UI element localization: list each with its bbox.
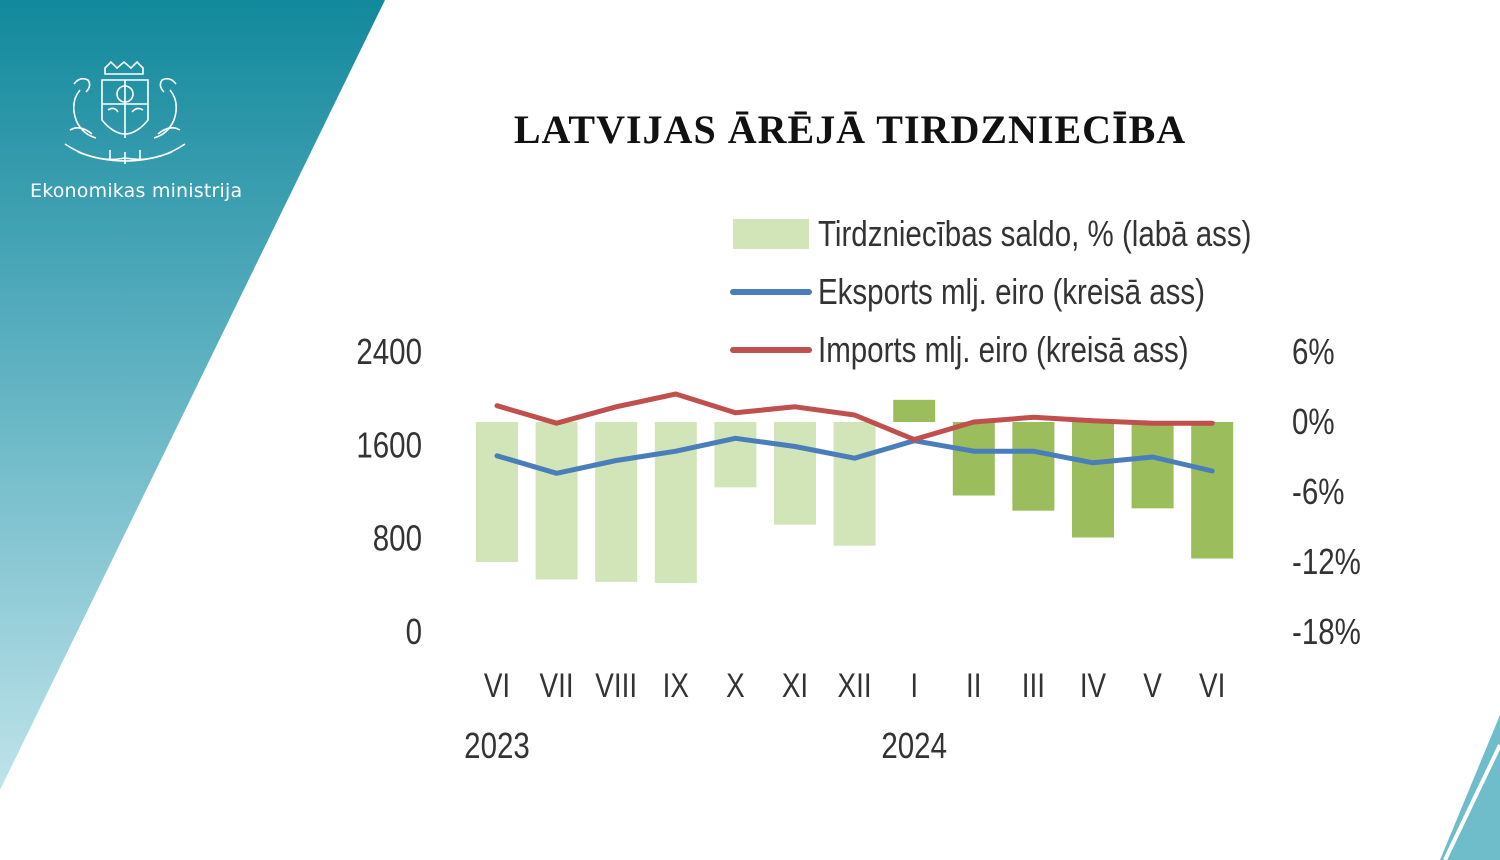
right-axis-ticks: 6% 0% -6% -12% -18%: [1292, 331, 1361, 651]
right-tick-3: -12%: [1292, 541, 1361, 581]
bar-11: [1131, 422, 1174, 509]
legend: Tirdzniecības saldo, % (labā ass) Eksport…: [730, 213, 1252, 370]
legend-label-2: Imports mlj. eiro (kreisā ass): [818, 329, 1189, 369]
bar-2: [595, 422, 638, 582]
left-axis-ticks: 2400 1600 800 0: [356, 331, 422, 651]
bar-12: [1191, 422, 1234, 559]
bar-5: [774, 422, 816, 525]
line-series-1: [494, 391, 1215, 442]
legend-label-0: Tirdzniecības saldo, % (labā ass): [818, 213, 1252, 253]
category-tick-1: VII: [540, 666, 574, 704]
bar-1: [535, 422, 578, 580]
balance-bars: [476, 399, 1234, 583]
category-tick-8: II: [966, 666, 981, 704]
bar-0: [476, 422, 518, 562]
year-label-0: 2023: [464, 725, 530, 765]
right-tick-2: -6%: [1292, 471, 1344, 511]
diagonal-stripe: [3, 0, 408, 860]
category-tick-11: V: [1143, 666, 1162, 704]
year-label-1: 2024: [881, 725, 947, 765]
category-tick-3: IX: [663, 666, 690, 704]
left-tick-1: 1600: [356, 425, 422, 465]
ministry-name: Ekonomikas ministrija: [30, 180, 243, 202]
category-tick-2: VIII: [595, 666, 637, 704]
right-corner-panel: [1440, 715, 1500, 860]
bar-10: [1072, 422, 1114, 538]
category-tick-9: III: [1022, 666, 1045, 704]
coat-of-arms-emblem: [64, 60, 186, 164]
category-tick-12: VI: [1199, 666, 1225, 704]
trade-lines: [494, 391, 1215, 476]
right-tick-1: 0%: [1292, 401, 1335, 441]
legend-label-1: Eksports mlj. eiro (kreisā ass): [818, 271, 1205, 311]
bar-7: [893, 399, 936, 422]
bar-8: [952, 422, 995, 496]
line-series-0: [494, 435, 1215, 476]
category-tick-0: VI: [484, 666, 510, 704]
right-tick-0: 6%: [1292, 331, 1335, 371]
category-tick-7: I: [910, 666, 918, 704]
right-tick-4: -18%: [1292, 611, 1361, 651]
bar-9: [1012, 422, 1055, 511]
legend-swatch-balance: [733, 219, 809, 249]
bar-4: [714, 422, 757, 488]
bar-6: [833, 422, 876, 546]
left-tick-0: 2400: [356, 331, 422, 371]
category-ticks: VI VII VIII IX X XI XII I II III IV V VI: [484, 666, 1226, 704]
left-tick-3: 0: [406, 611, 422, 651]
chart-title: LATVIJAS ĀRĒJĀ TIRDZNIECĪBA: [513, 107, 1187, 152]
category-tick-5: XI: [782, 666, 808, 704]
category-tick-6: XII: [838, 666, 872, 704]
left-tick-2: 800: [373, 518, 422, 558]
category-tick-10: IV: [1080, 666, 1107, 704]
year-labels: 2023 2024: [464, 725, 947, 765]
left-teal-panel: [0, 0, 385, 790]
category-tick-4: X: [726, 666, 745, 704]
